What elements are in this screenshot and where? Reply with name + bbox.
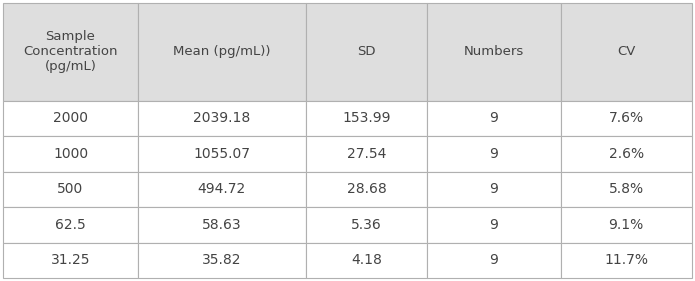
Text: SD: SD — [357, 45, 376, 58]
Text: 153.99: 153.99 — [342, 111, 391, 125]
Bar — [427, 101, 561, 136]
Text: 58.63: 58.63 — [202, 218, 242, 232]
Text: 9: 9 — [489, 111, 498, 125]
Bar — [3, 3, 138, 101]
Bar — [561, 136, 692, 172]
Text: 2.6%: 2.6% — [609, 147, 644, 161]
Text: 9: 9 — [489, 218, 498, 232]
Text: 2000: 2000 — [53, 111, 88, 125]
Bar — [138, 101, 306, 136]
Text: 62.5: 62.5 — [55, 218, 86, 232]
Text: 9: 9 — [489, 182, 498, 196]
Text: Sample
Concentration
(pg/mL): Sample Concentration (pg/mL) — [24, 30, 118, 73]
Text: 5.36: 5.36 — [351, 218, 382, 232]
Text: CV: CV — [617, 45, 635, 58]
Text: Mean (pg/mL)): Mean (pg/mL)) — [173, 45, 270, 58]
Text: 1000: 1000 — [53, 147, 88, 161]
Bar — [138, 243, 306, 278]
Bar — [561, 243, 692, 278]
Bar — [561, 172, 692, 207]
Bar — [427, 136, 561, 172]
Bar — [3, 101, 138, 136]
Bar — [3, 243, 138, 278]
Text: 35.82: 35.82 — [202, 253, 242, 268]
Text: 9: 9 — [489, 253, 498, 268]
Bar — [138, 172, 306, 207]
Bar — [427, 243, 561, 278]
Bar — [561, 101, 692, 136]
Text: 28.68: 28.68 — [347, 182, 386, 196]
Text: 5.8%: 5.8% — [609, 182, 644, 196]
Bar — [138, 207, 306, 243]
Text: 2039.18: 2039.18 — [193, 111, 251, 125]
Bar — [306, 101, 427, 136]
Bar — [306, 207, 427, 243]
Bar — [427, 172, 561, 207]
Bar — [561, 207, 692, 243]
Bar — [3, 207, 138, 243]
Text: 7.6%: 7.6% — [609, 111, 644, 125]
Bar — [306, 172, 427, 207]
Text: 31.25: 31.25 — [51, 253, 90, 268]
Bar — [427, 3, 561, 101]
Text: Numbers: Numbers — [464, 45, 524, 58]
Text: 500: 500 — [58, 182, 83, 196]
Bar — [138, 136, 306, 172]
Bar — [306, 136, 427, 172]
Bar — [3, 136, 138, 172]
Text: 11.7%: 11.7% — [604, 253, 648, 268]
Text: 4.18: 4.18 — [351, 253, 382, 268]
Text: 1055.07: 1055.07 — [193, 147, 250, 161]
Bar — [306, 243, 427, 278]
Text: 27.54: 27.54 — [347, 147, 386, 161]
Text: 9: 9 — [489, 147, 498, 161]
Bar — [427, 207, 561, 243]
Text: 9.1%: 9.1% — [609, 218, 644, 232]
Bar — [561, 3, 692, 101]
Bar — [138, 3, 306, 101]
Text: 494.72: 494.72 — [198, 182, 246, 196]
Bar — [306, 3, 427, 101]
Bar — [3, 172, 138, 207]
